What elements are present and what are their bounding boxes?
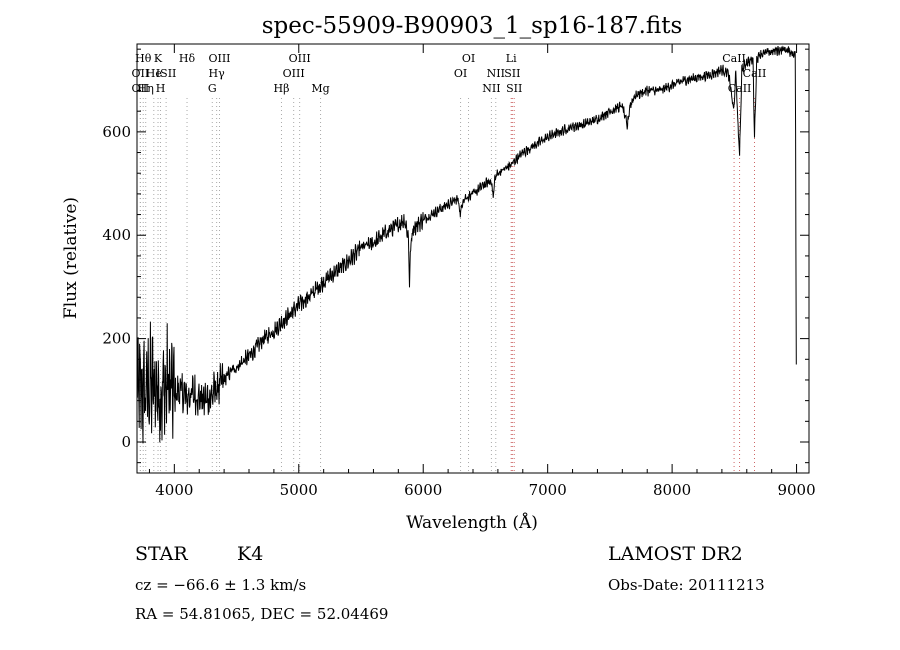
x-tick-label-0: 4000 (155, 481, 193, 499)
line-label-24: CaII (728, 82, 752, 95)
line-label-14: OIII (289, 52, 311, 65)
line-label-6: H (156, 82, 166, 95)
line-label-0: Hθ (135, 52, 152, 65)
y-tick-label-2: 400 (102, 226, 131, 244)
spectral-line-markers: HθOIIOIIHηHeKHISIIHδGHγOIIIHβOIIIOIIIMgO… (132, 52, 767, 473)
line-label-4: He (146, 67, 162, 80)
line-label-23: CaII (722, 52, 746, 65)
x-tick-label-4: 8000 (653, 481, 691, 499)
line-label-9: G (208, 82, 217, 95)
line-label-1: OII (132, 67, 150, 80)
line-label-7: ISII (156, 67, 177, 80)
line-label-15: Mg (311, 82, 329, 95)
y-tick-label-3: 600 (102, 123, 131, 141)
survey-name: LAMOST DR2 (608, 543, 743, 565)
y-tick-label-1: 200 (102, 330, 131, 348)
line-label-21: SII (504, 67, 520, 80)
line-label-17: OI (462, 52, 475, 65)
coordinates: RA = 54.81065, DEC = 52.04469 (135, 605, 388, 623)
plot-frame (136, 43, 810, 474)
object-subclass: K4 (237, 543, 263, 565)
redshift-velocity: cz = −66.6 ± 1.3 km/s (135, 576, 306, 594)
line-label-19: NII (487, 67, 505, 80)
x-tick-label-3: 7000 (529, 481, 567, 499)
chart-title: spec-55909-B90903_1_sp16-187.fits (262, 13, 683, 39)
x-tick-label-5: 9000 (777, 481, 815, 499)
spectrum-line-0 (136, 45, 797, 444)
y-tick-label-0: 0 (121, 433, 131, 451)
observation-date: Obs-Date: 20111213 (608, 576, 765, 594)
spectrum-series (136, 45, 797, 444)
line-label-3: Hη (138, 82, 154, 95)
line-label-11: OIII (208, 52, 230, 65)
x-axis-label: Wavelength (Å) (406, 512, 538, 533)
x-tick-label-2: 6000 (404, 481, 442, 499)
line-label-25: CaII (743, 67, 767, 80)
line-label-22: SII (506, 82, 522, 95)
line-label-10: Hγ (209, 67, 226, 80)
object-class: STAR (135, 543, 188, 565)
line-label-2: OII (132, 82, 150, 95)
axis-ticks: 4000 5000 6000 7000 8000 9000 0 200 400 600 (102, 44, 816, 499)
line-label-16: OI (454, 67, 467, 80)
line-label-18: NII (482, 82, 500, 95)
line-label-5: K (154, 52, 163, 65)
line-label-20: Li (506, 52, 517, 65)
line-label-13: OIII (283, 67, 305, 80)
line-label-12: Hβ (274, 82, 290, 95)
y-axis-label: Flux (relative) (61, 197, 81, 319)
line-label-8: Hδ (179, 52, 196, 65)
x-tick-label-1: 5000 (280, 481, 318, 499)
